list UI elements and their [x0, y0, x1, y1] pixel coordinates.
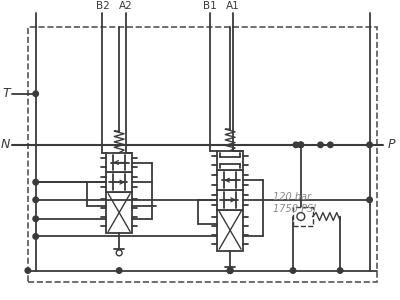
- Circle shape: [33, 216, 38, 221]
- Circle shape: [367, 197, 372, 203]
- Text: N: N: [1, 138, 10, 151]
- Circle shape: [290, 268, 296, 273]
- Circle shape: [227, 268, 233, 273]
- Circle shape: [298, 142, 304, 148]
- Circle shape: [33, 179, 38, 185]
- Circle shape: [298, 142, 304, 148]
- Text: T: T: [2, 87, 10, 100]
- Circle shape: [25, 268, 30, 273]
- Circle shape: [116, 268, 122, 273]
- Bar: [106, 172, 132, 192]
- Bar: [217, 190, 243, 210]
- Bar: [28, 27, 378, 282]
- Circle shape: [328, 142, 333, 148]
- Circle shape: [367, 142, 372, 148]
- Bar: [217, 170, 243, 190]
- Text: P: P: [387, 138, 395, 151]
- Circle shape: [318, 142, 323, 148]
- Bar: [106, 192, 132, 233]
- Bar: [106, 153, 132, 172]
- Circle shape: [33, 91, 38, 97]
- Circle shape: [33, 197, 38, 203]
- Text: B1: B1: [203, 1, 216, 11]
- Circle shape: [337, 268, 343, 273]
- Circle shape: [293, 142, 299, 148]
- Text: A2: A2: [119, 1, 133, 11]
- Bar: [217, 151, 243, 170]
- Circle shape: [33, 234, 38, 239]
- Text: A1: A1: [226, 1, 240, 11]
- Bar: [293, 207, 313, 226]
- Text: 120 bar
1750 PSI: 120 bar 1750 PSI: [273, 192, 316, 214]
- Text: B2: B2: [96, 1, 109, 11]
- Bar: [217, 210, 243, 251]
